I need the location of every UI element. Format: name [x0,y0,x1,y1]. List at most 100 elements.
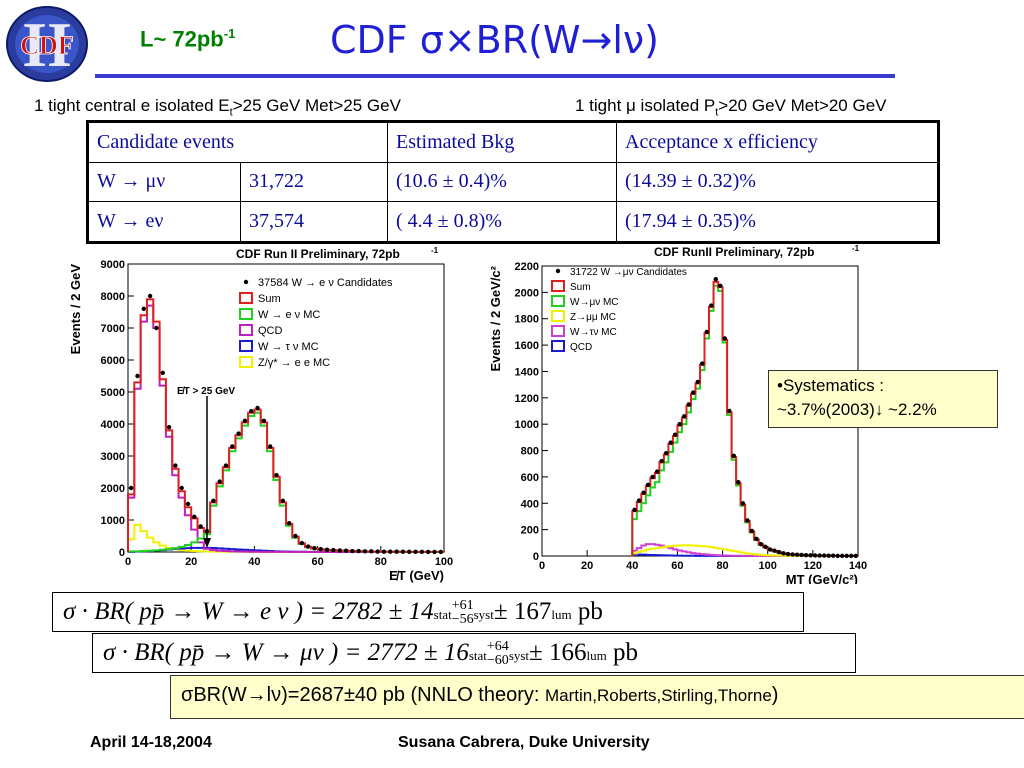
x-tick-label: 60 [671,560,683,572]
legend-swatch [551,340,565,352]
data-point [192,514,197,519]
y-tick-label: 600 [521,472,539,484]
legend-label: W → τ ν MC [258,341,319,353]
data-point [763,544,768,549]
table-cell: (14.39 ± 0.32)% [616,161,939,203]
data-point [663,450,669,456]
data-point [808,553,813,558]
data-point [413,549,418,555]
data-point [356,548,361,554]
data-point [659,458,664,464]
data-point [781,551,786,556]
data-point [840,553,845,559]
table-row: W → eν 37,574 ( 4.4 ± 0.8)% (17.94 ± 0.3… [87,201,939,243]
legend-swatch [551,280,565,292]
y-tick-label: 9000 [101,259,125,271]
systematics-line: •Systematics : [777,376,885,395]
data-point [305,544,311,549]
x-axis-label: MT (GeV/c²) [786,572,858,584]
legend-marker [555,268,561,274]
data-point [844,553,849,559]
data-point [369,549,374,554]
data-point [166,425,172,430]
table-header: Acceptance x efficiency [616,121,939,163]
x-tick-label: 60 [311,556,323,568]
legend-swatch [239,324,253,336]
histogram-w-e-mc [127,411,445,553]
chart-title: CDF RunII Preliminary, 72pb [654,245,814,259]
data-point [794,552,800,557]
data-point [812,553,818,558]
data-point [785,551,791,557]
data-point [727,408,732,414]
data-point [709,303,714,308]
svg-text:CDF: CDF [20,31,73,60]
y-tick-label: 0 [119,547,125,559]
x-tick-label: 140 [849,560,867,572]
data-point [654,469,660,474]
table-header: Estimated Bkg [387,121,617,163]
data-point [185,501,191,507]
data-point [731,453,737,459]
data-point [242,418,248,423]
legend-label: QCD [258,325,283,337]
data-point [700,361,705,366]
y-tick-label: 8000 [101,291,125,303]
muon-selection: 1 tight μ isolated Pt>20 GeV Met>20 GeV [575,96,887,119]
legend-label: Sum [570,282,591,293]
title-underline [95,74,895,78]
y-tick-label: 7000 [101,323,125,335]
x-tick-label: 120 [804,560,822,572]
page-title: CDF σ×BR(W→lν) [330,18,659,62]
footer-author: Susana Cabrera, Duke University [398,734,650,751]
y-tick-label: 2000 [101,483,125,495]
x-tick-label: 80 [375,556,387,568]
legend-label: 37584 W → e ν Candidates [258,277,393,289]
table-cell: W → μν [87,161,241,203]
y-axis-label: Events / 2 GeV/c² [488,265,503,371]
data-point [826,553,831,558]
data-point [853,553,858,559]
data-point [280,498,286,503]
y-tick-label: 6000 [101,355,125,367]
data-point [154,325,159,331]
data-point [318,546,323,552]
table-row: W → μν 31,722 (10.6 ± 0.4)% (14.39 ± 0.3… [87,161,939,203]
data-point [274,473,279,478]
data-point [337,548,342,553]
data-point [686,402,691,407]
electron-cross-section-formula: σ · BR( pp̄ → W → e ν ) = 2782 ± 14stat+… [52,592,804,632]
y-tick-label: 1800 [515,314,539,326]
data-point [803,553,809,558]
data-point [767,547,773,552]
data-point [217,479,222,484]
histogram-sum [127,298,445,553]
x-tick-label: 0 [125,556,131,568]
chart-title: CDF Run II Preliminary, 72pb [236,247,400,261]
data-point [407,549,412,555]
data-point [236,431,241,436]
cdf-logo: II CDF [6,6,88,82]
data-point [641,490,646,495]
data-point [261,418,267,423]
results-table: Candidate events Estimated Bkg Acceptanc… [86,120,940,244]
data-point [745,518,750,523]
x-tick-label: 40 [248,556,260,568]
y-tick-label: 2000 [515,287,539,299]
table-header: Candidate events [87,121,388,163]
data-point [268,444,273,449]
data-point [223,463,229,468]
x-tick-label: 80 [716,560,728,572]
legend-swatch [239,340,253,352]
data-point [821,553,827,558]
legend-swatch [551,295,565,307]
data-point [432,549,437,555]
legend-label: QCD [570,342,592,353]
y-tick-label: 4000 [101,419,125,431]
data-point [817,553,822,558]
electron-selection: 1 tight central e isolated Et>25 GeV Met… [34,96,401,119]
legend-label: W→μν MC [570,297,619,308]
data-point [754,536,759,542]
data-point [740,501,746,506]
data-point [713,276,718,282]
